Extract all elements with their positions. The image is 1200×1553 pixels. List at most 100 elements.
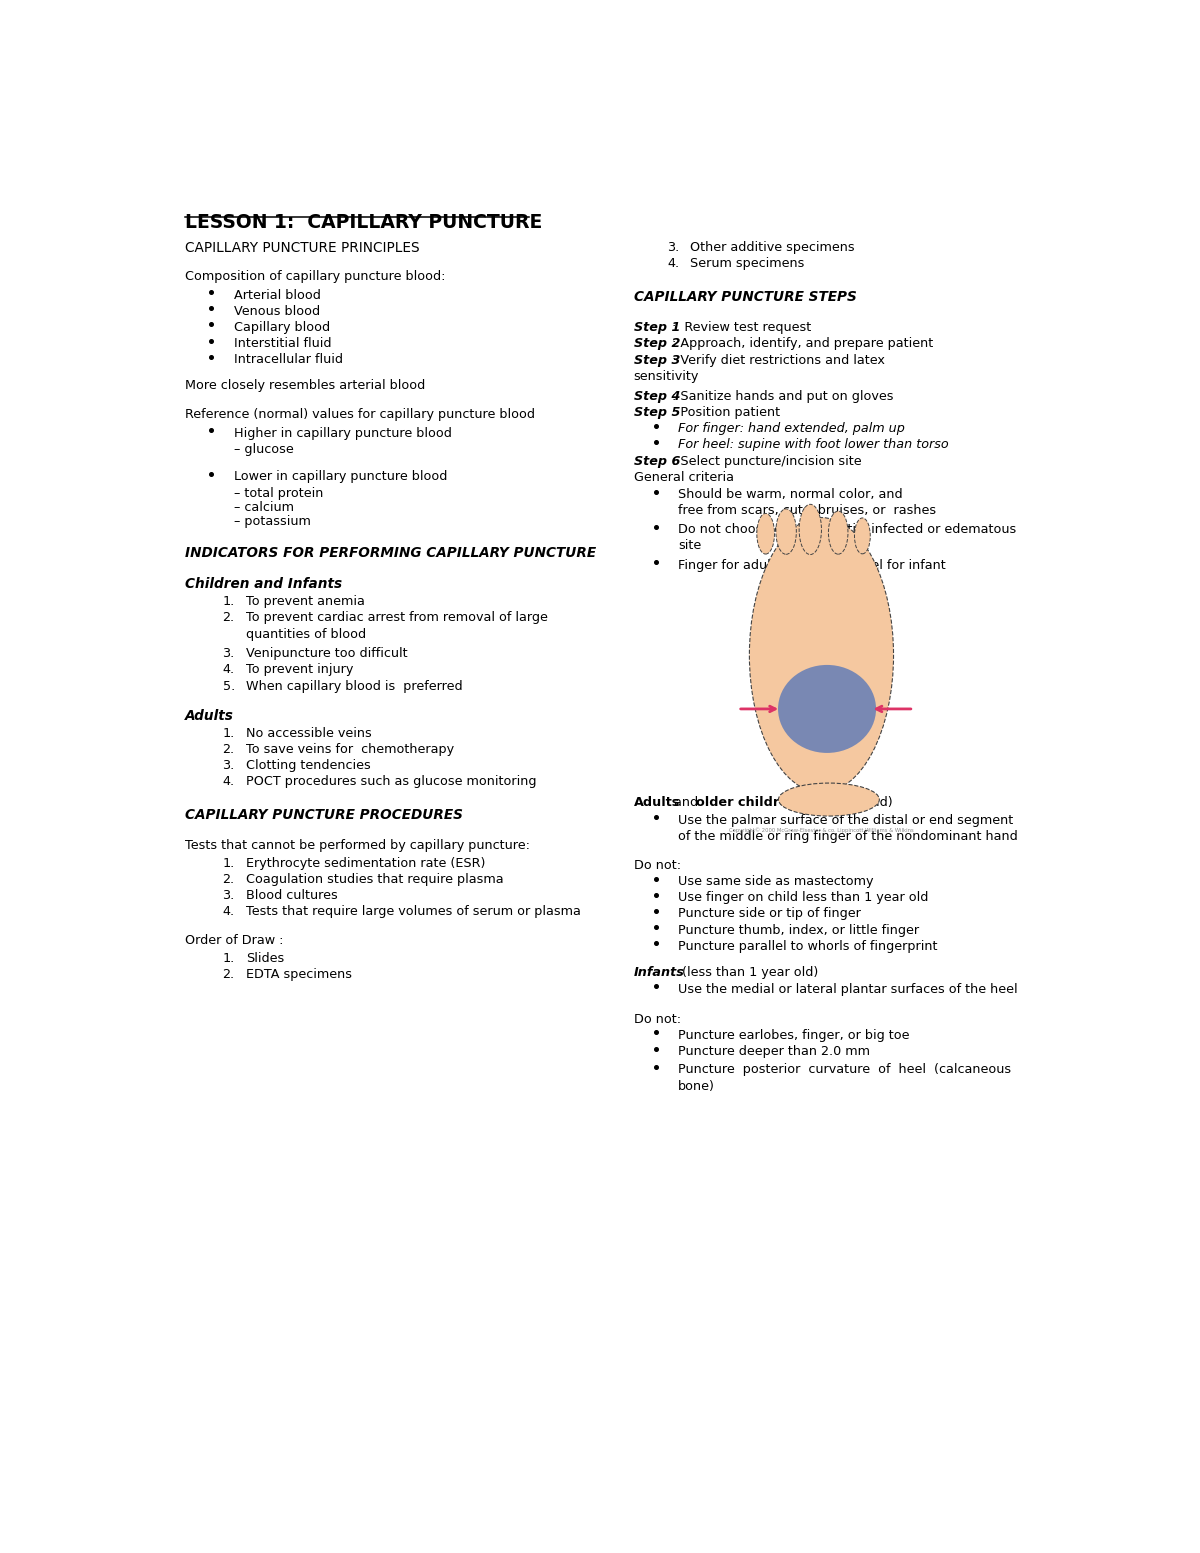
Text: : Approach, identify, and prepare patient: : Approach, identify, and prepare patien… (672, 337, 934, 349)
Text: 3.: 3. (222, 759, 235, 772)
Text: For finger: hand extended, palm up: For finger: hand extended, palm up (678, 422, 905, 435)
Text: : Sanitize hands and put on gloves: : Sanitize hands and put on gloves (672, 390, 894, 402)
Text: CAPILLARY PUNCTURE STEPS: CAPILLARY PUNCTURE STEPS (634, 290, 857, 304)
Text: Step 1: Step 1 (634, 321, 680, 334)
Text: INDICATORS FOR PERFORMING CAPILLARY PUNCTURE: INDICATORS FOR PERFORMING CAPILLARY PUNC… (185, 547, 596, 561)
Text: Do not choose cold, cyanotic, infected or edematous: Do not choose cold, cyanotic, infected o… (678, 523, 1016, 536)
Text: Order of Draw :: Order of Draw : (185, 935, 284, 947)
Text: 4.: 4. (222, 663, 235, 677)
Text: 3.: 3. (667, 241, 679, 253)
Text: Use the palmar surface of the distal or end segment: Use the palmar surface of the distal or … (678, 814, 1014, 826)
Text: 3.: 3. (222, 888, 235, 902)
Text: (over 1 year old): (over 1 year old) (782, 795, 893, 809)
Text: 1.: 1. (222, 857, 235, 870)
Text: More closely resembles arterial blood: More closely resembles arterial blood (185, 379, 426, 391)
Text: Tests that require large volumes of serum or plasma: Tests that require large volumes of seru… (246, 905, 581, 918)
Ellipse shape (778, 665, 876, 753)
Text: 2.: 2. (222, 873, 235, 885)
Text: LESSON 1:  CAPILLARY PUNCTURE: LESSON 1: CAPILLARY PUNCTURE (185, 213, 542, 231)
Text: Other additive specimens: Other additive specimens (690, 241, 854, 253)
Text: : Verify diet restrictions and latex: : Verify diet restrictions and latex (672, 354, 884, 367)
Text: To prevent injury: To prevent injury (246, 663, 353, 677)
Text: 4.: 4. (222, 775, 235, 789)
Text: Higher in capillary puncture blood: Higher in capillary puncture blood (234, 427, 451, 439)
Text: Clotting tendencies: Clotting tendencies (246, 759, 371, 772)
Text: 2.: 2. (222, 969, 235, 981)
Text: : Position patient: : Position patient (672, 405, 780, 419)
Ellipse shape (779, 783, 880, 815)
Text: CAPILLARY PUNCTURE PROCEDURES: CAPILLARY PUNCTURE PROCEDURES (185, 808, 463, 822)
Text: and: and (671, 795, 702, 809)
Text: Serum specimens: Serum specimens (690, 256, 805, 270)
Text: CAPILLARY PUNCTURE PRINCIPLES: CAPILLARY PUNCTURE PRINCIPLES (185, 241, 420, 255)
Text: Should be warm, normal color, and: Should be warm, normal color, and (678, 488, 902, 502)
Text: Puncture thumb, index, or little finger: Puncture thumb, index, or little finger (678, 924, 919, 936)
Text: Composition of capillary puncture blood:: Composition of capillary puncture blood: (185, 270, 446, 283)
Text: Tests that cannot be performed by capillary puncture:: Tests that cannot be performed by capill… (185, 839, 530, 851)
Text: No accessible veins: No accessible veins (246, 727, 372, 739)
Text: bone): bone) (678, 1079, 715, 1093)
Text: For heel: supine with foot lower than torso: For heel: supine with foot lower than to… (678, 438, 949, 450)
Text: POCT procedures such as glucose monitoring: POCT procedures such as glucose monitori… (246, 775, 536, 789)
Ellipse shape (854, 519, 870, 554)
Text: Use finger on child less than 1 year old: Use finger on child less than 1 year old (678, 891, 929, 904)
Text: older children: older children (696, 795, 798, 809)
Text: Venous blood: Venous blood (234, 304, 320, 318)
Text: Intracellular fluid: Intracellular fluid (234, 353, 343, 367)
Ellipse shape (776, 509, 797, 554)
Text: Do not:: Do not: (634, 859, 680, 871)
Text: 2.: 2. (222, 612, 235, 624)
Text: – calcium: – calcium (234, 502, 294, 514)
Text: Blood cultures: Blood cultures (246, 888, 337, 902)
Text: 1.: 1. (222, 595, 235, 609)
Text: – total protein: – total protein (234, 486, 323, 500)
Text: Puncture parallel to whorls of fingerprint: Puncture parallel to whorls of fingerpri… (678, 940, 937, 952)
Text: : Select puncture/incision site: : Select puncture/incision site (672, 455, 862, 467)
Text: Adults: Adults (185, 708, 234, 724)
Text: When capillary blood is  preferred: When capillary blood is preferred (246, 680, 462, 693)
Text: Do not:: Do not: (634, 1013, 680, 1025)
Text: Use the medial or lateral plantar surfaces of the heel: Use the medial or lateral plantar surfac… (678, 983, 1018, 995)
Text: General criteria: General criteria (634, 471, 733, 485)
Ellipse shape (749, 517, 894, 792)
Text: Arterial blood: Arterial blood (234, 289, 320, 301)
Text: 2.: 2. (222, 742, 235, 756)
Text: 1.: 1. (222, 952, 235, 966)
Text: Interstitial fluid: Interstitial fluid (234, 337, 331, 349)
Text: 4.: 4. (222, 905, 235, 918)
Text: Puncture side or tip of finger: Puncture side or tip of finger (678, 907, 862, 921)
Text: Slides: Slides (246, 952, 284, 966)
Text: Copyright© 2000 McGraw-Elsevier & co. Lippincott Williams & Wilkins: Copyright© 2000 McGraw-Elsevier & co. Li… (730, 828, 914, 832)
Text: To prevent cardiac arrest from removal of large: To prevent cardiac arrest from removal o… (246, 612, 547, 624)
Text: (less than 1 year old): (less than 1 year old) (678, 966, 818, 978)
Text: sensitivity: sensitivity (634, 370, 698, 384)
Text: Puncture earlobes, finger, or big toe: Puncture earlobes, finger, or big toe (678, 1028, 910, 1042)
Ellipse shape (799, 505, 822, 554)
Text: Adults: Adults (634, 795, 680, 809)
Text: Lower in capillary puncture blood: Lower in capillary puncture blood (234, 471, 448, 483)
Text: of the middle or ring finger of the nondominant hand: of the middle or ring finger of the nond… (678, 829, 1018, 843)
Text: 5.: 5. (222, 680, 235, 693)
Text: :  Review test request: : Review test request (672, 321, 811, 334)
Text: Step 3: Step 3 (634, 354, 680, 367)
Text: Infants: Infants (634, 966, 684, 978)
Text: free from scars, cuts, bruises, or  rashes: free from scars, cuts, bruises, or rashe… (678, 505, 936, 517)
Text: Coagulation studies that require plasma: Coagulation studies that require plasma (246, 873, 504, 885)
Text: Puncture  posterior  curvature  of  heel  (calcaneous: Puncture posterior curvature of heel (ca… (678, 1064, 1012, 1076)
Text: To prevent anemia: To prevent anemia (246, 595, 365, 609)
Ellipse shape (828, 511, 848, 554)
Text: Erythrocyte sedimentation rate (ESR): Erythrocyte sedimentation rate (ESR) (246, 857, 485, 870)
Text: Step 2: Step 2 (634, 337, 680, 349)
Text: Step 6: Step 6 (634, 455, 680, 467)
Text: Puncture deeper than 2.0 mm: Puncture deeper than 2.0 mm (678, 1045, 870, 1058)
Text: site: site (678, 539, 702, 553)
Text: 4.: 4. (667, 256, 679, 270)
Text: 1.: 1. (222, 727, 235, 739)
Text: Step 4: Step 4 (634, 390, 680, 402)
Text: – glucose: – glucose (234, 443, 294, 457)
Text: quantities of blood: quantities of blood (246, 627, 366, 641)
Text: Children and Infants: Children and Infants (185, 578, 342, 592)
Text: Reference (normal) values for capillary puncture blood: Reference (normal) values for capillary … (185, 408, 535, 421)
Ellipse shape (757, 514, 774, 554)
Text: Finger for adult/older child, heel for infant: Finger for adult/older child, heel for i… (678, 559, 946, 572)
